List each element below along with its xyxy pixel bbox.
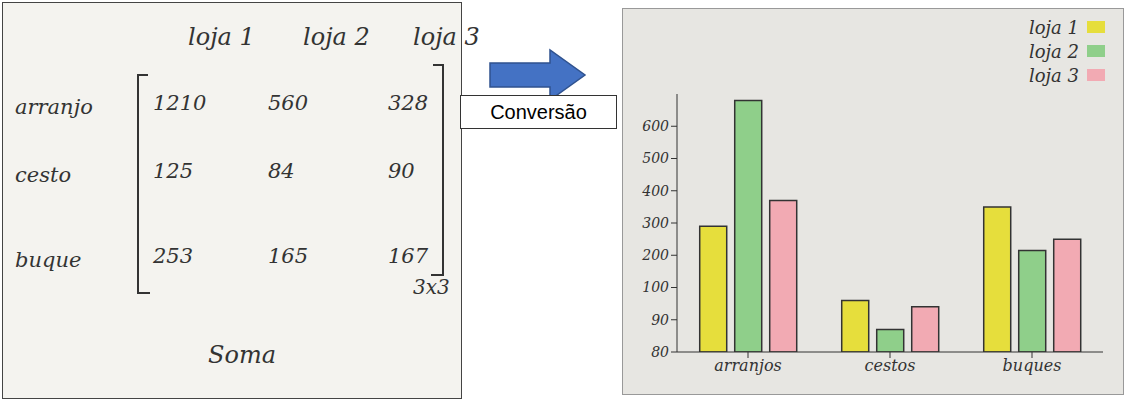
html-text:3x3: 3x3 (413, 275, 450, 299)
svg-text:500: 500 (642, 150, 669, 166)
html-text:cesto: cesto (15, 163, 72, 187)
html-text:buque: buque (15, 248, 82, 272)
svg-text:arranjos: arranjos (714, 356, 781, 375)
html-text:loja 3: loja 3 (413, 23, 480, 51)
html-text:253: 253 (153, 244, 194, 268)
svg-text:buques: buques (1003, 356, 1062, 375)
html-text:loja 1: loja 1 (1028, 16, 1079, 38)
html-text:Conversão: Conversão (490, 101, 587, 123)
svg-text:90: 90 (651, 312, 669, 328)
svg-text:600: 600 (642, 118, 669, 134)
svg-text:80: 80 (651, 344, 669, 360)
html-text:loja 2: loja 2 (303, 23, 370, 51)
html-text:328: 328 (388, 91, 429, 115)
svg-text:400: 400 (641, 183, 669, 199)
svg-text:100: 100 (642, 279, 669, 295)
html-text:Soma: Soma (208, 341, 276, 369)
html-text:loja 3: loja 3 (1028, 64, 1079, 86)
html-text:loja 1: loja 1 (188, 23, 255, 51)
html-text:1210: 1210 (153, 91, 207, 115)
html-text:84: 84 (268, 159, 295, 183)
html-text:125: 125 (153, 159, 194, 183)
html-text:90: 90 (388, 159, 415, 183)
svg-text:cestos: cestos (865, 356, 916, 375)
html-text:165: 165 (268, 244, 309, 268)
html-text:loja 2: loja 2 (1028, 40, 1079, 62)
svg-text:200: 200 (641, 247, 669, 263)
html-text:arranjo: arranjo (15, 95, 93, 119)
html-text:167: 167 (388, 244, 429, 268)
html-text:560: 560 (268, 91, 309, 115)
svg-text:300: 300 (642, 215, 669, 231)
